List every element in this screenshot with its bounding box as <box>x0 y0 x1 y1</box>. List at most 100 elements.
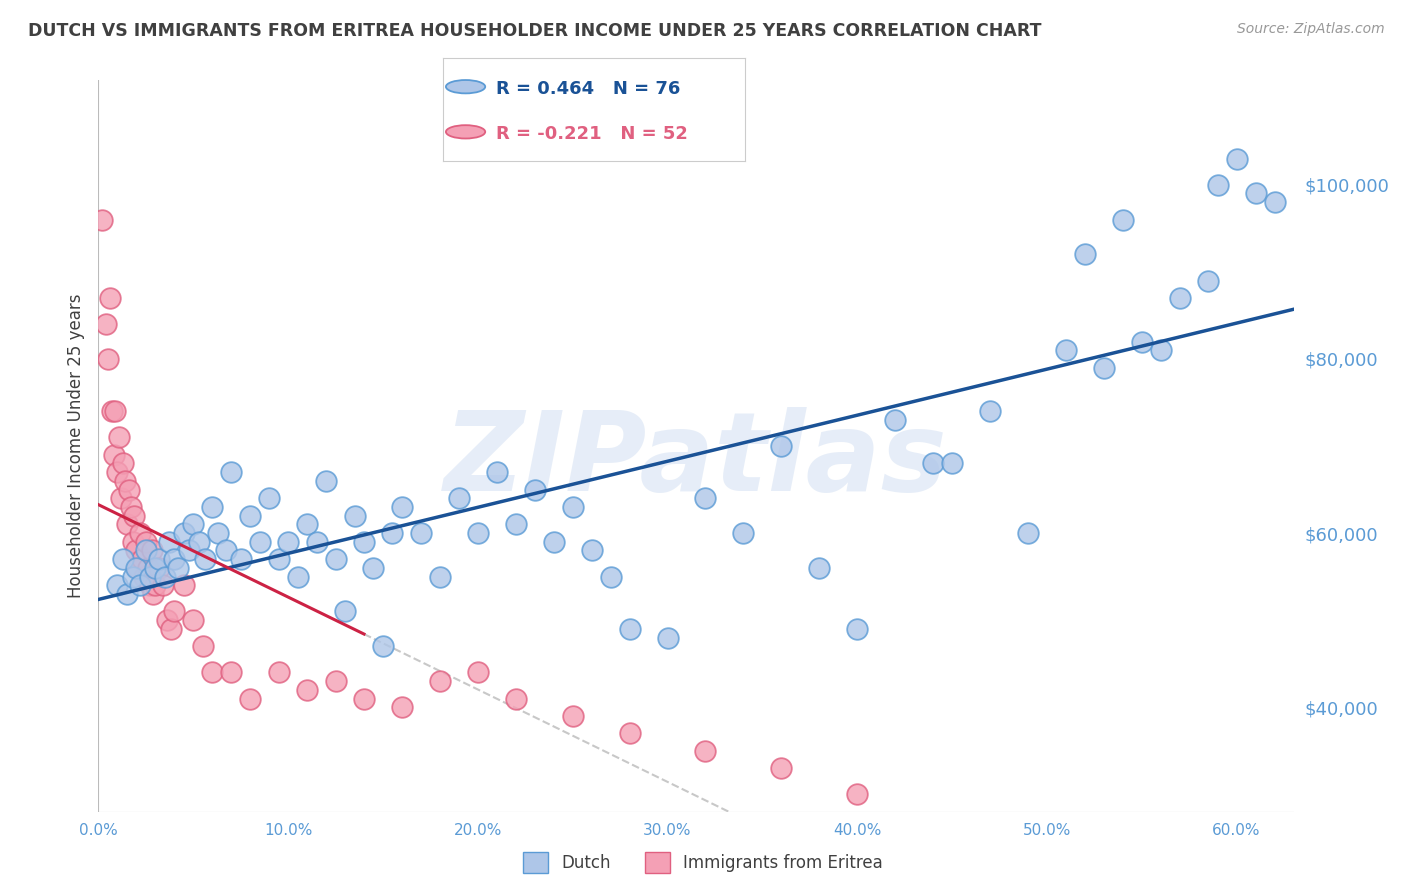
Point <box>1206 178 1229 192</box>
Point <box>523 483 546 497</box>
Point <box>98 291 121 305</box>
Point <box>153 569 176 583</box>
Point <box>295 517 318 532</box>
Point <box>120 500 142 514</box>
Point <box>363 561 385 575</box>
Point <box>315 474 337 488</box>
Point <box>505 691 527 706</box>
Point <box>219 465 242 479</box>
Point <box>100 404 122 418</box>
Point <box>105 578 128 592</box>
Point <box>129 578 152 592</box>
Point <box>695 744 717 758</box>
Point <box>333 604 356 618</box>
Point <box>191 640 214 654</box>
Point <box>343 508 366 523</box>
Point <box>173 526 195 541</box>
Point <box>104 404 127 418</box>
Text: Source: ZipAtlas.com: Source: ZipAtlas.com <box>1237 22 1385 37</box>
Point <box>257 491 280 506</box>
Point <box>207 526 229 541</box>
Point <box>188 534 211 549</box>
Point <box>1168 291 1191 305</box>
Point <box>201 500 224 514</box>
Legend: Dutch, Immigrants from Eritrea: Dutch, Immigrants from Eritrea <box>517 846 889 880</box>
Point <box>152 578 174 592</box>
Point <box>148 552 170 566</box>
Point <box>1226 152 1249 166</box>
Point <box>1074 247 1097 261</box>
Point <box>112 457 135 471</box>
Point <box>1017 526 1039 541</box>
Point <box>1054 343 1077 358</box>
Point <box>429 674 451 689</box>
Point <box>325 674 347 689</box>
Point <box>219 665 242 680</box>
Point <box>143 578 166 592</box>
Point <box>129 526 152 541</box>
Point <box>325 552 347 566</box>
Point <box>138 569 160 583</box>
Point <box>733 526 755 541</box>
Point <box>201 665 224 680</box>
Point <box>1264 195 1286 210</box>
Point <box>97 351 120 366</box>
Point <box>114 474 136 488</box>
Point <box>1130 334 1153 349</box>
Point <box>181 613 204 627</box>
Point <box>173 578 195 592</box>
Point <box>409 526 432 541</box>
Point <box>124 508 146 523</box>
Point <box>156 613 179 627</box>
Point <box>695 491 717 506</box>
Y-axis label: Householder Income Under 25 years: Householder Income Under 25 years <box>66 293 84 599</box>
Point <box>1244 186 1267 201</box>
Text: R = 0.464   N = 76: R = 0.464 N = 76 <box>496 79 681 98</box>
Circle shape <box>446 80 485 94</box>
Text: ZIPatlas: ZIPatlas <box>444 407 948 514</box>
Point <box>214 543 236 558</box>
Point <box>239 691 262 706</box>
Point <box>181 517 204 532</box>
Point <box>467 665 489 680</box>
Point <box>121 534 143 549</box>
Point <box>138 578 160 592</box>
Point <box>157 534 180 549</box>
Point <box>619 622 641 636</box>
Point <box>132 569 155 583</box>
Point <box>229 552 252 566</box>
Point <box>381 526 404 541</box>
Point <box>179 543 201 558</box>
Point <box>485 465 508 479</box>
Point <box>391 700 413 714</box>
Point <box>770 439 793 453</box>
Point <box>1150 343 1173 358</box>
Point <box>922 457 945 471</box>
Point <box>159 622 181 636</box>
Point <box>163 604 186 618</box>
Point <box>979 404 1001 418</box>
Point <box>391 500 413 514</box>
Point <box>194 552 217 566</box>
Point <box>1112 212 1135 227</box>
Point <box>163 552 186 566</box>
Point <box>112 552 135 566</box>
Point <box>287 569 309 583</box>
Point <box>136 561 159 575</box>
Point <box>1092 360 1115 375</box>
Point <box>167 561 190 575</box>
Point <box>561 500 583 514</box>
Point <box>91 212 114 227</box>
Point <box>115 587 138 601</box>
Point <box>305 534 328 549</box>
Point <box>561 709 583 723</box>
Point <box>121 569 143 583</box>
Text: DUTCH VS IMMIGRANTS FROM ERITREA HOUSEHOLDER INCOME UNDER 25 YEARS CORRELATION C: DUTCH VS IMMIGRANTS FROM ERITREA HOUSEHO… <box>28 22 1042 40</box>
Point <box>353 534 375 549</box>
Point <box>770 761 793 775</box>
Point <box>141 543 163 558</box>
Point <box>543 534 565 549</box>
Point <box>135 543 157 558</box>
Point <box>125 561 148 575</box>
Point <box>131 552 153 566</box>
